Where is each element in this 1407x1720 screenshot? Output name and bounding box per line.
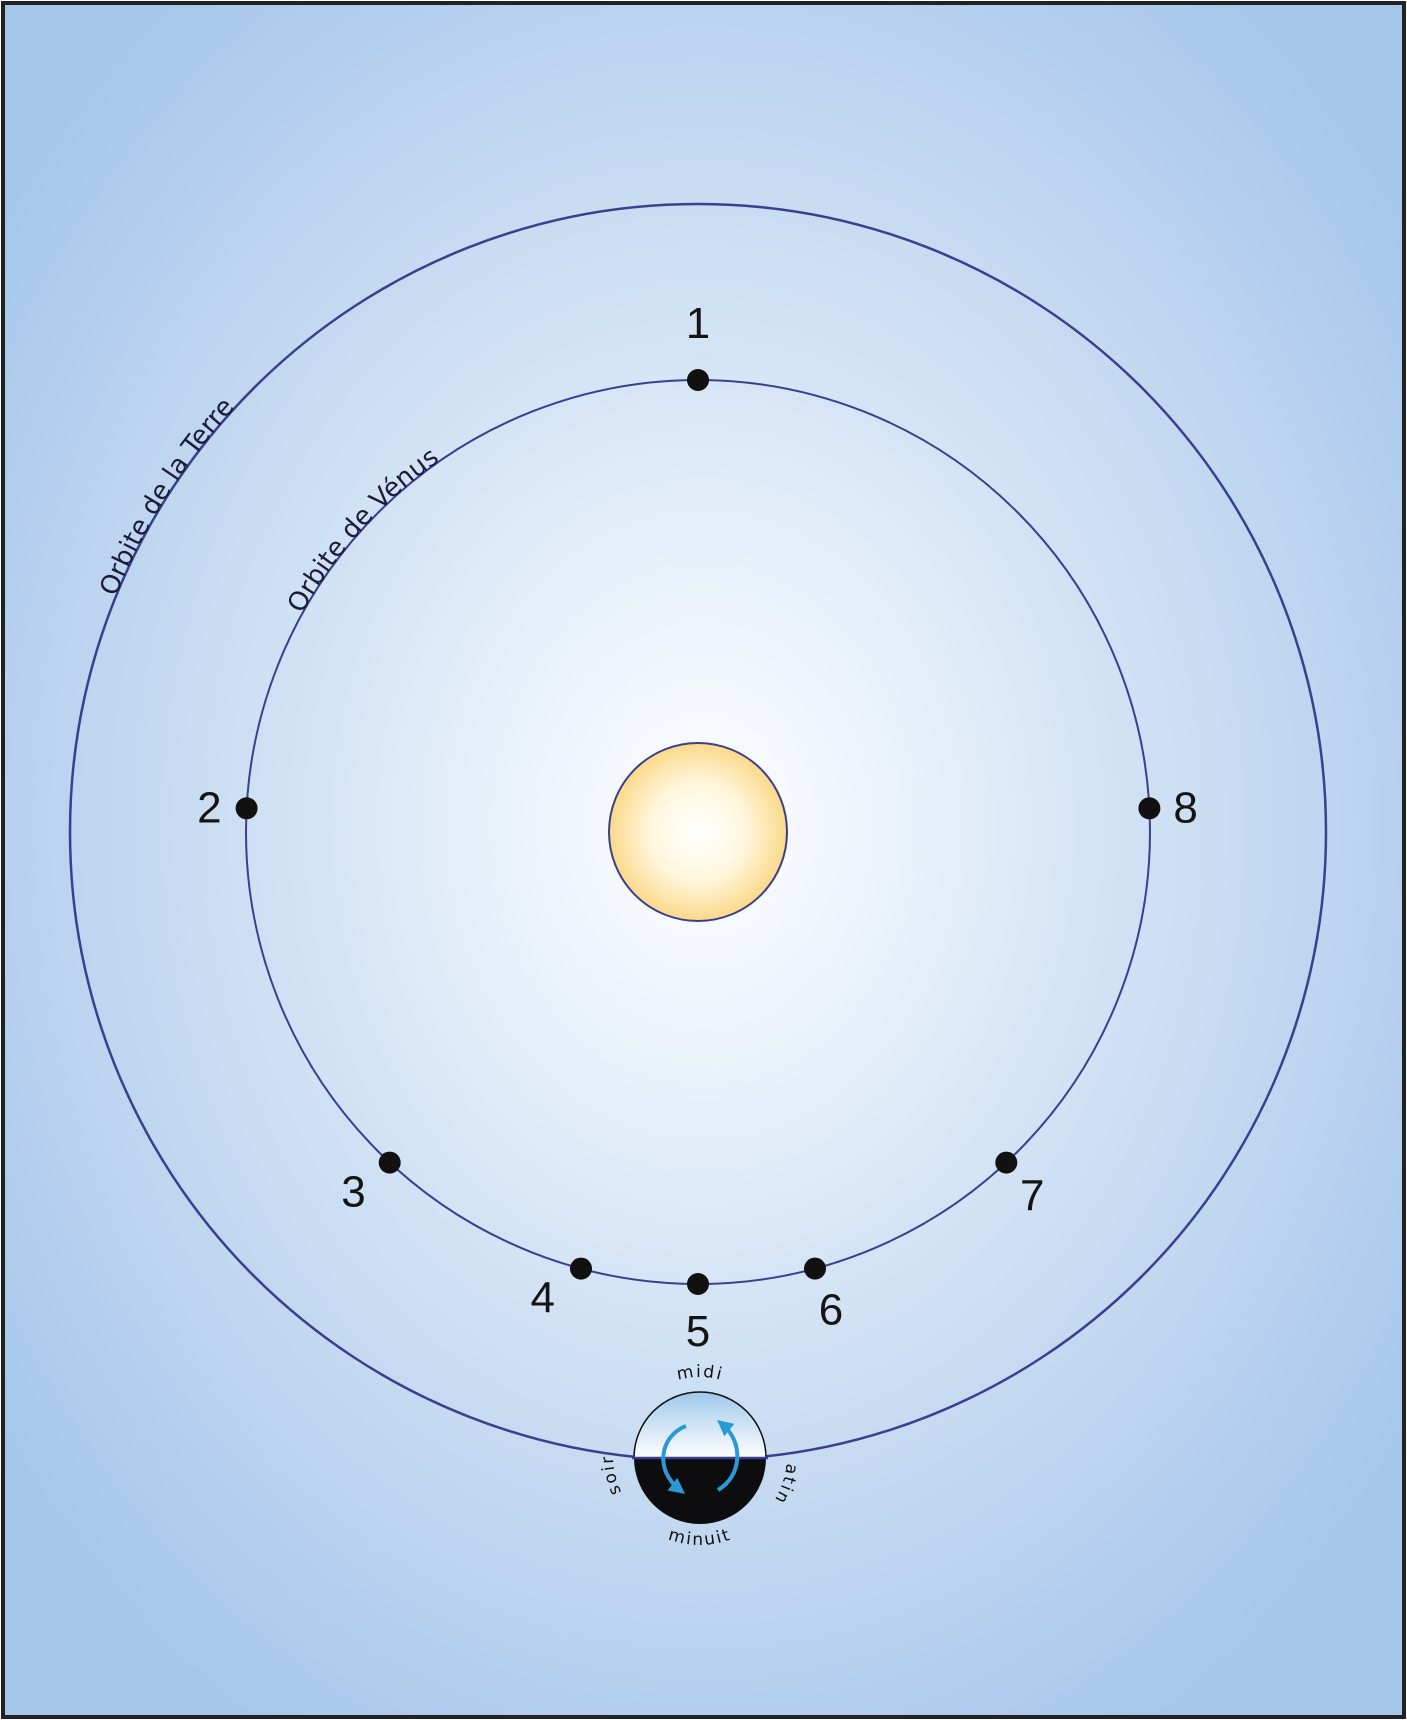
- venus-position-1: [687, 369, 709, 391]
- venus-positions: 1 2 3 4 5 6 7 8: [197, 299, 1198, 1356]
- sun: [608, 742, 788, 922]
- venus-position-label-3: 3: [341, 1168, 365, 1217]
- venus-position-label-5: 5: [686, 1307, 710, 1356]
- venus-position-label-8: 8: [1173, 783, 1197, 832]
- venus-position-4: [570, 1257, 592, 1280]
- rotation-arrow-right: [716, 1419, 740, 1492]
- noon-label: midi: [675, 1362, 725, 1385]
- rotation-arrow-left: [661, 1424, 687, 1494]
- venus-position-7: [995, 1151, 1018, 1174]
- venus-position-2: [235, 797, 258, 820]
- venus-position-label-4: 4: [531, 1274, 555, 1323]
- venus-position-5: [687, 1273, 709, 1295]
- venus-position-label-6: 6: [819, 1286, 843, 1335]
- venus-position-label-2: 2: [197, 783, 221, 832]
- venus-position-label-7: 7: [1020, 1172, 1044, 1221]
- venus-position-6: [804, 1257, 826, 1280]
- venus-position-label-1: 1: [686, 299, 710, 348]
- venus-position-3: [378, 1151, 401, 1174]
- venus-position-8: [1138, 797, 1161, 820]
